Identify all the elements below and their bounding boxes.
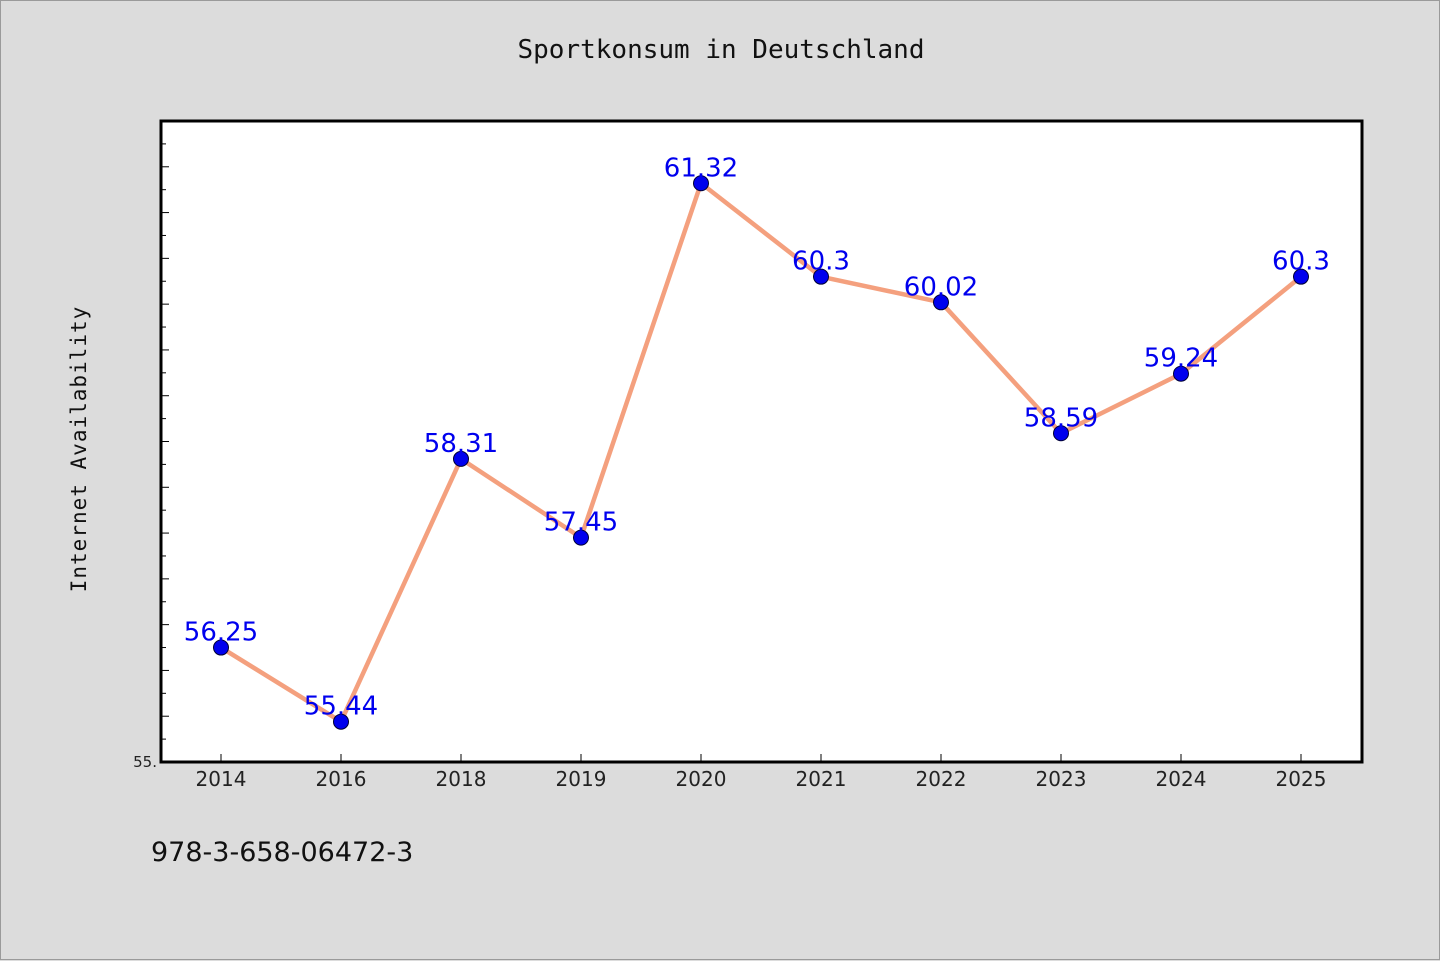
data-label: 57.45 [544,508,618,538]
data-point [333,713,349,730]
data-point [213,639,229,656]
data-label: 60.02 [904,272,978,302]
data-point [933,294,949,311]
x-tick-label: 2022 [916,767,967,791]
x-tick-label: 2025 [1276,767,1327,791]
data-point [573,529,589,546]
x-tick-label: 2020 [676,767,727,791]
data-label: 61.32 [664,153,738,183]
data-label: 55.44 [304,692,378,722]
data-point [1173,365,1189,382]
data-label: 60.3 [792,247,850,277]
x-tick-label: 2018 [436,767,487,791]
x-tick-label: 2024 [1156,767,1207,791]
data-label: 56.25 [184,618,258,648]
y-tick-label: 55. [133,753,157,771]
plot-area [161,121,1362,762]
isbn-text: 978-3-658-06472-3 [151,837,414,868]
data-point [693,175,709,192]
data-point [1293,268,1309,285]
x-tick-label: 2021 [796,767,847,791]
data-label: 58.31 [424,429,498,459]
data-point [1053,425,1069,442]
x-tick-label: 2019 [556,767,607,791]
x-tick-label: 2014 [196,767,247,791]
data-point [813,268,829,285]
data-label: 59.24 [1144,344,1218,374]
x-tick-label: 2023 [1036,767,1087,791]
data-point [453,450,469,467]
plot-frame [159,119,1364,764]
series-line [218,181,1304,724]
data-label: 58.59 [1024,403,1098,433]
data-label: 60.3 [1272,247,1330,277]
x-tick-label: 2016 [316,767,367,791]
chart-title: Sportkonsum in Deutschland [517,35,925,65]
